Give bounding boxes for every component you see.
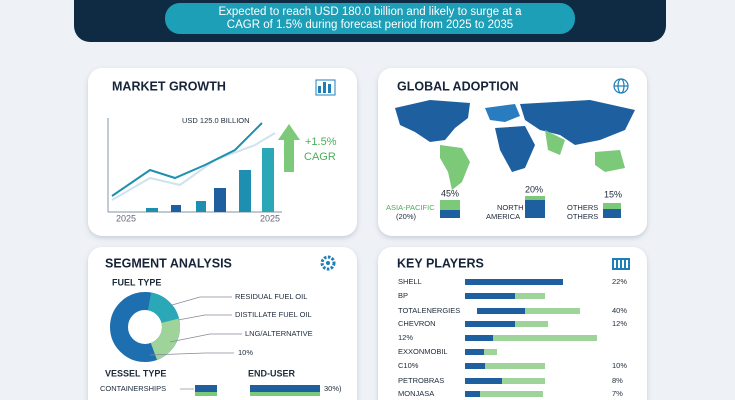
globe-icon [613,78,629,94]
segment-label: LNG/ALTERNATIVE [245,329,313,338]
region-label: AMERICA [486,212,520,221]
region-value: 20% [525,184,543,194]
player-name: BP [398,291,408,300]
section-title: END-USER [248,368,296,378]
segment-label: 10% [238,348,253,357]
player-name: MONJASA [398,389,434,398]
adoption-bars [440,196,621,218]
card-title: SEGMENT ANALYSIS [105,256,232,270]
leader-lines [149,296,242,356]
player-share: 7% [612,389,623,398]
card-title: KEY PLAYERS [397,256,484,270]
player-name: 12% [398,333,413,342]
chart-icon [315,79,336,96]
player-name: C10% [398,361,419,370]
region-label: OTHERS [567,203,598,212]
region-label: (20%) [396,212,417,221]
header-text: CAGR of 1.5% during forecast period from… [227,19,513,31]
region-label: OTHERS [567,212,598,221]
annotation: USD 125.0 BILLION [182,116,250,125]
axis-label: 2025 [116,213,136,223]
player-share: 12% [612,319,627,328]
section-title: VESSEL TYPE [105,368,166,378]
player-name: TOTALENERGIES [398,306,460,315]
region-label: NORTH [497,203,524,212]
card-title: MARKET GROWTH [112,79,226,93]
segment-label: CONTAINERSHIPS [100,384,166,393]
player-name: EXXONMOBIL [398,347,448,356]
player-share: 10% [612,361,627,370]
player-bars [465,279,597,397]
segment-bars [180,385,320,396]
cagr-value: +1.5% [305,136,337,148]
cagr-label: CAGR [304,151,336,163]
axis-label: 2025 [260,213,280,223]
building-icon [612,258,630,270]
segment-label: 30%) [324,384,342,393]
donut [110,292,180,362]
card [88,68,357,236]
world-map [395,100,635,190]
player-share: 40% [612,306,627,315]
header-text: Expected to reach USD 180.0 billion and … [218,6,522,18]
region-value: 45% [441,188,459,198]
player-share: 22% [612,277,627,286]
card [88,247,357,400]
region-label: ASIA-PACIFIC [386,203,435,212]
gear-icon [320,255,336,271]
player-name: PETROBRAS [398,376,444,385]
segment-label: DISTILLATE FUEL OIL [235,310,312,319]
card-title: GLOBAL ADOPTION [397,79,519,93]
region-value: 15% [604,189,622,199]
segment-label: RESIDUAL FUEL OIL [235,292,307,301]
section-title: FUEL TYPE [112,277,161,287]
player-name: CHEVRON [398,319,436,328]
header-pill [165,3,575,34]
player-name: SHELL [398,277,422,286]
player-share: 8% [612,376,623,385]
growth-chart [107,118,300,213]
